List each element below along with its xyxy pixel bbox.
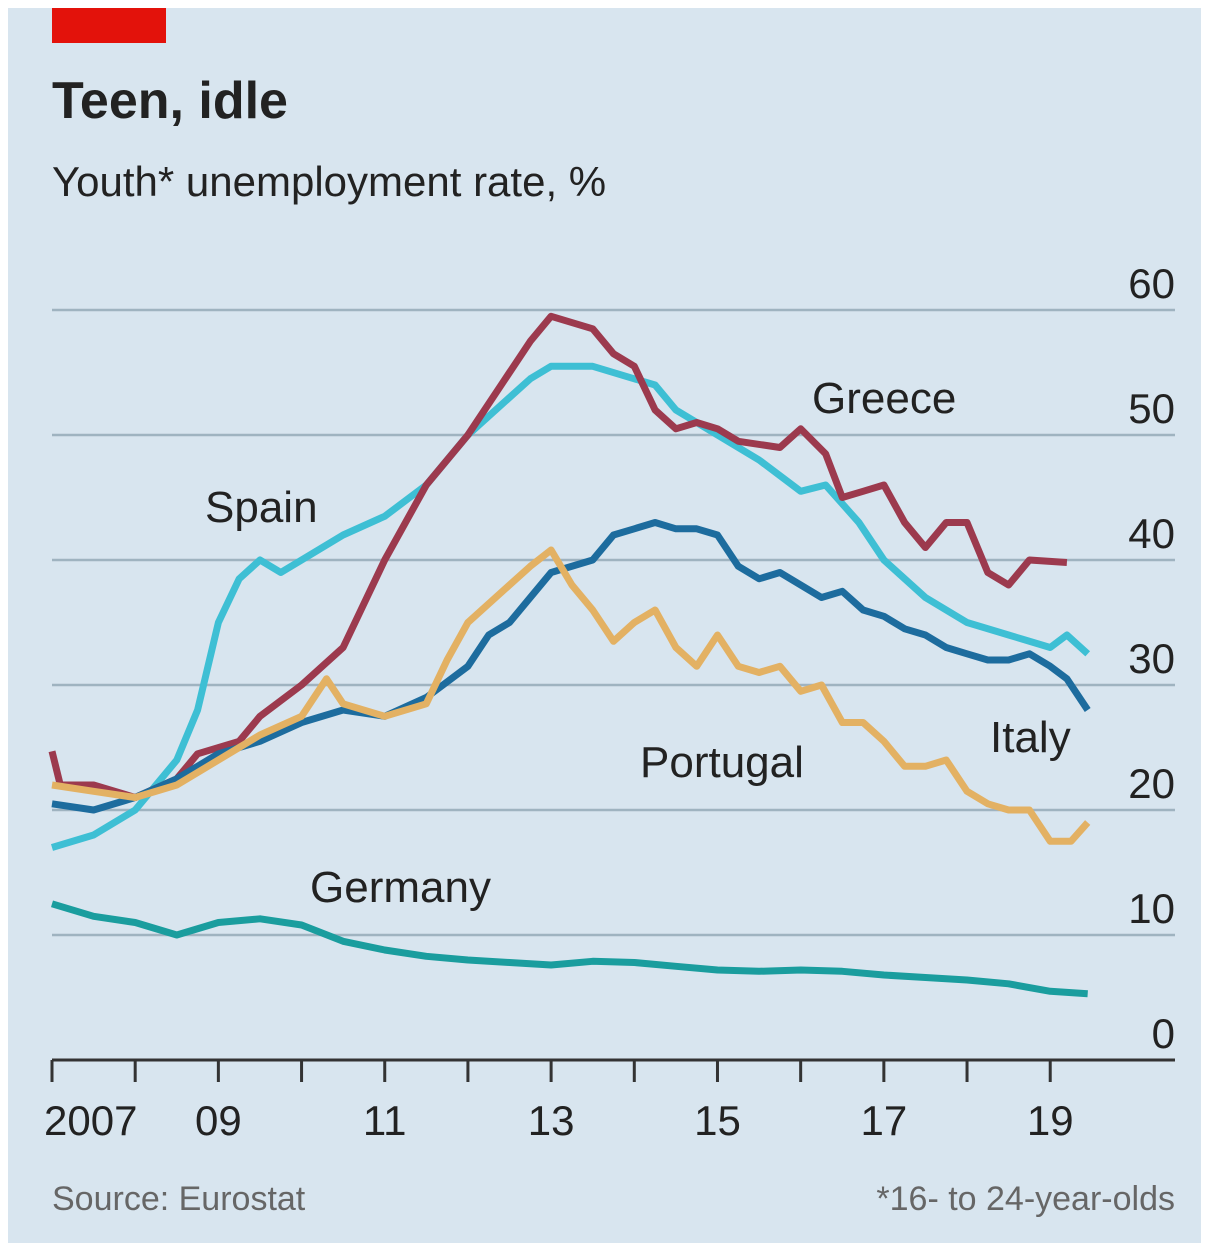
series-line [51, 519, 1091, 814]
source: Source: Eurostat [52, 1180, 306, 1218]
x-tick-label: 15 [694, 1097, 741, 1144]
chart-title: Teen, idle [52, 72, 288, 130]
series-label: Greece [812, 374, 956, 423]
series-label: Portugal [640, 738, 804, 787]
y-tick-label: 20 [1128, 760, 1175, 807]
series-line [48, 312, 1068, 801]
y-tick-label: 0 [1152, 1010, 1175, 1057]
y-tick-label: 60 [1128, 260, 1175, 307]
y-tick-label: 50 [1128, 385, 1175, 432]
brand-tag [52, 8, 166, 43]
y-tick-label: 40 [1128, 510, 1175, 557]
x-tick-label: 19 [1027, 1097, 1074, 1144]
x-tick-label: 11 [363, 1097, 407, 1144]
y-tick-label: 30 [1128, 635, 1175, 682]
y-tick-label: 10 [1128, 885, 1175, 932]
x-tick-label: 13 [528, 1097, 575, 1144]
series-line [50, 362, 1091, 851]
x-tick-label: 2007 [44, 1097, 137, 1144]
series-label: Germany [310, 863, 491, 912]
series-label: Italy [990, 713, 1071, 762]
x-tick-label: 09 [195, 1097, 242, 1144]
series-label: Spain [205, 483, 318, 532]
footnote: *16- to 24-year-olds [876, 1180, 1175, 1218]
series-line [51, 546, 1091, 845]
chart-subtitle: Youth* unemployment rate, % [52, 158, 606, 205]
series-line [50, 900, 1088, 998]
x-tick-label: 17 [860, 1097, 907, 1144]
